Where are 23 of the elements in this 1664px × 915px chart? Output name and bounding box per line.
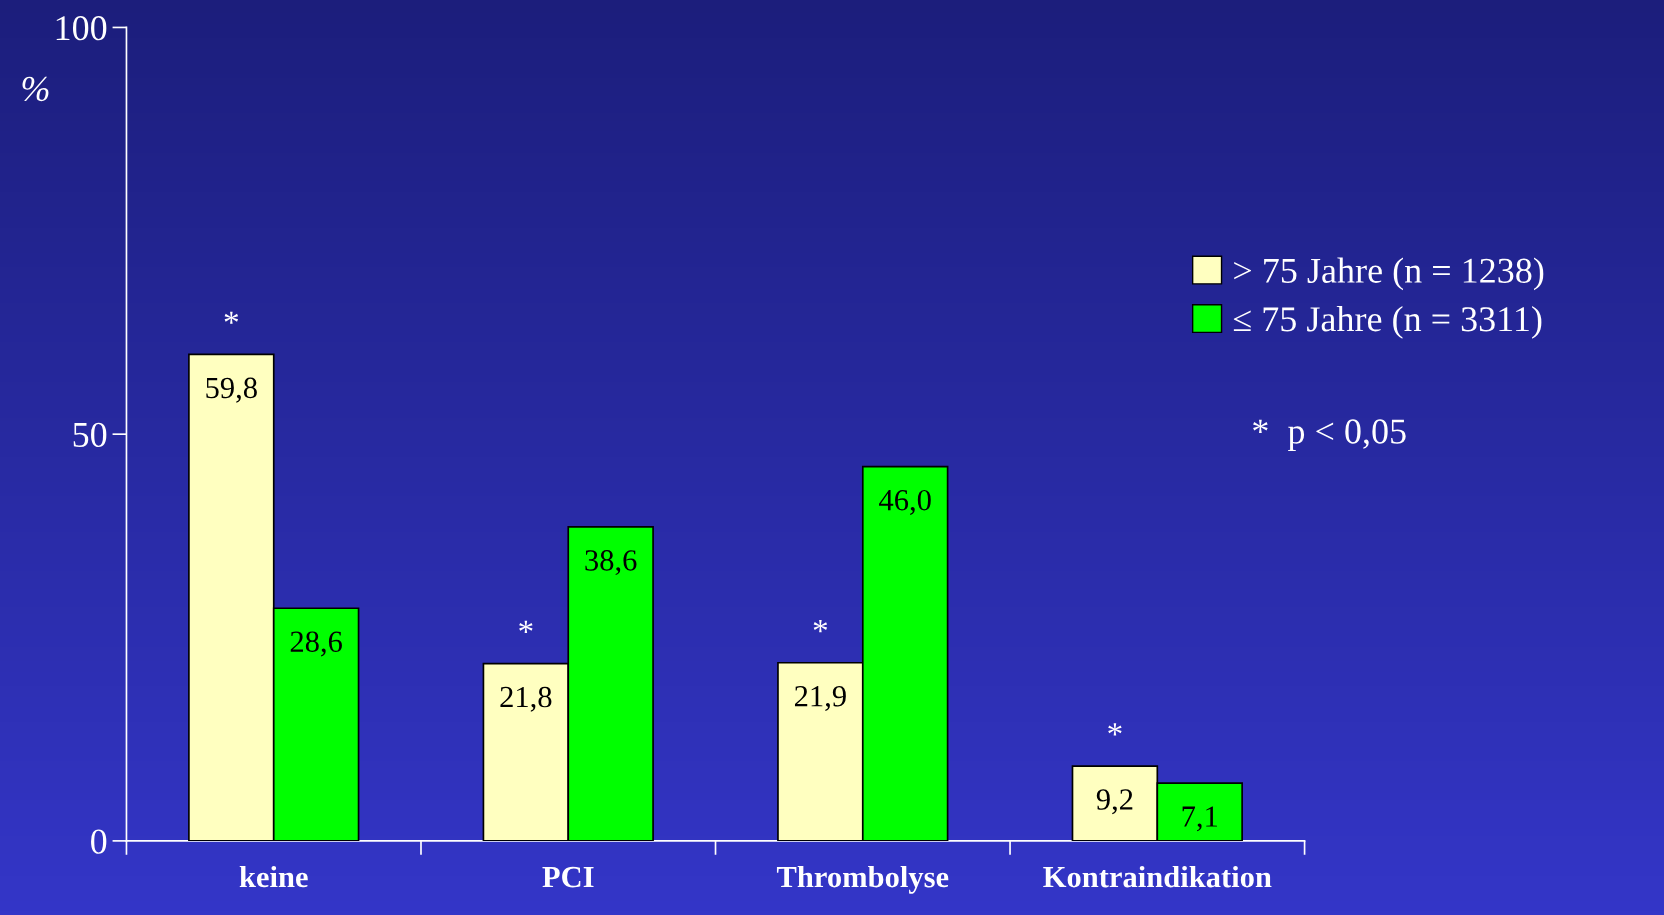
data-label: 21,8 [500, 686, 552, 712]
y-axis-title: % [22, 76, 49, 102]
data-label: 28,6 [290, 631, 342, 657]
data-label: 38,6 [585, 550, 637, 576]
annotation: * [813, 619, 828, 633]
data-label: 21,9 [794, 686, 846, 711]
annotation: * [224, 311, 239, 324]
y-tick-label: 100 [56, 15, 107, 41]
annotation: * p < 0,05 [1253, 419, 1406, 451]
legend-label: ≤ 75 Jahre (n = 3311) [1233, 306, 1542, 339]
data-label: 9,2 [1096, 789, 1133, 815]
data-label: 46,0 [879, 489, 931, 515]
annotation: * [519, 620, 533, 633]
x-tick-label: Kontraindikation [1043, 865, 1272, 888]
y-tick-label: 50 [73, 422, 107, 448]
x-tick-label: PCI [542, 866, 594, 888]
x-tick-label: Thrombolyse [776, 865, 949, 894]
data-label: 59,8 [206, 377, 257, 403]
y-tick-label: 0 [91, 829, 107, 854]
x-tick-label: keine [239, 865, 308, 888]
data-label: 7,1 [1182, 806, 1217, 832]
legend-label: > 75 Jahre (n = 1238) [1234, 257, 1544, 291]
annotation: * [1108, 723, 1122, 736]
